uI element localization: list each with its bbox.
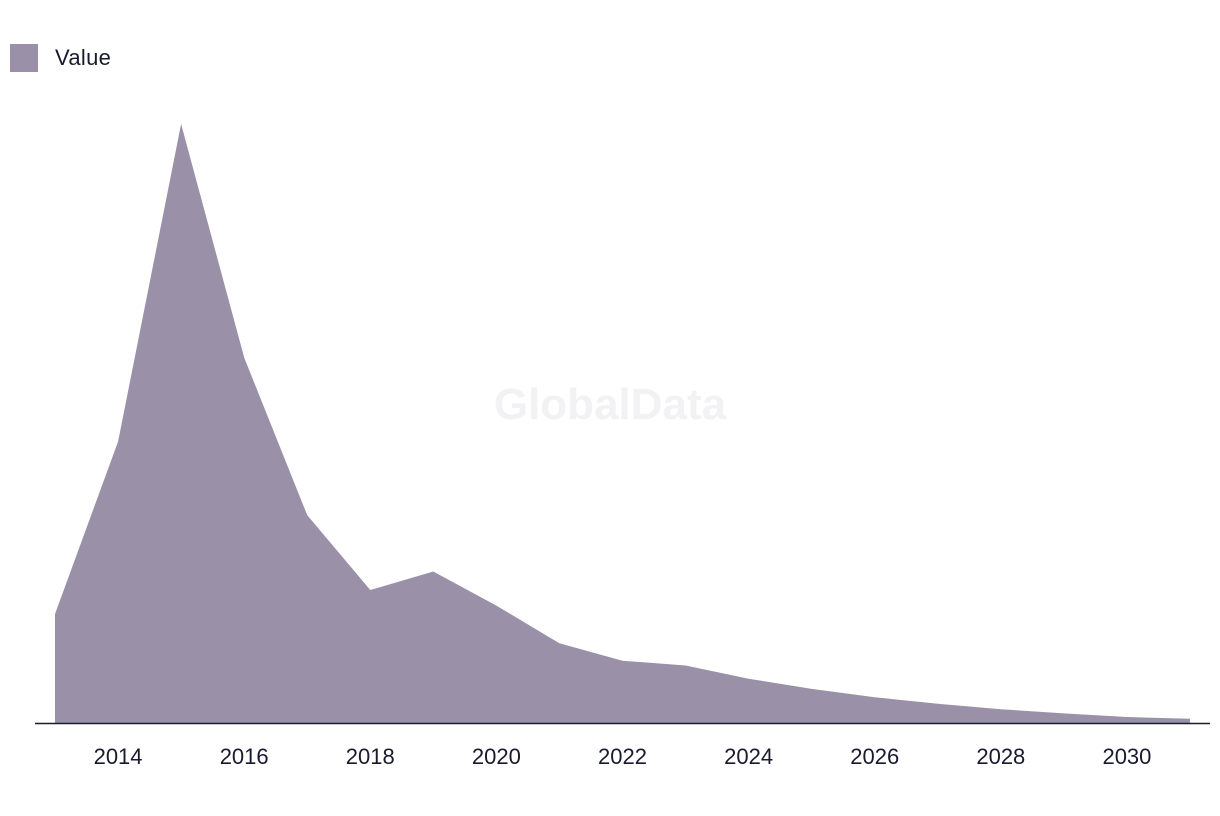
x-tick-label: 2030	[1102, 744, 1151, 769]
x-axis-ticks: 2014 2016 2018 2020 2022 2024 2026 2028 2030	[94, 744, 1152, 769]
x-tick-label: 2014	[94, 744, 143, 769]
area-series-value	[55, 124, 1190, 723]
x-tick-label: 2024	[724, 744, 773, 769]
x-tick-label: 2026	[850, 744, 899, 769]
x-tick-label: 2028	[976, 744, 1025, 769]
legend: Value	[10, 44, 111, 72]
legend-label: Value	[55, 45, 112, 70]
x-tick-label: 2020	[472, 744, 521, 769]
x-tick-label: 2018	[346, 744, 395, 769]
x-tick-label: 2016	[220, 744, 269, 769]
legend-swatch	[10, 44, 38, 72]
x-tick-label: 2022	[598, 744, 647, 769]
